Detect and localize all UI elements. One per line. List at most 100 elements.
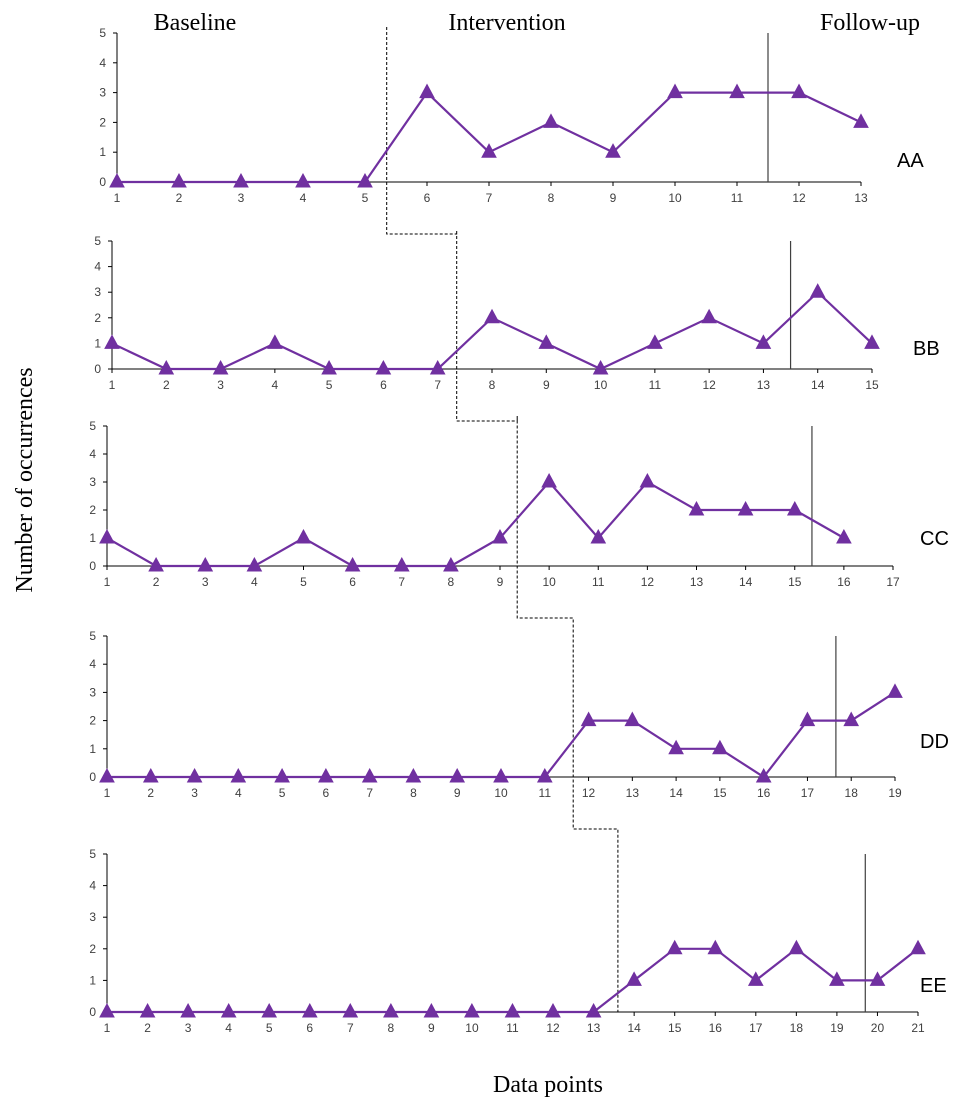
x-tick-label: 5	[326, 378, 333, 392]
y-tick-label: 0	[89, 770, 96, 784]
x-tick-label: 14	[811, 378, 825, 392]
x-tick-label: 17	[801, 786, 815, 800]
y-tick-label: 4	[94, 260, 101, 274]
y-tick-label: 4	[89, 447, 96, 461]
data-point-CC	[639, 472, 656, 488]
x-tick-label: 18	[790, 1021, 804, 1035]
y-tick-label: 2	[94, 311, 101, 325]
data-point-CC	[737, 500, 754, 516]
x-tick-label: 5	[266, 1021, 273, 1035]
data-point-CC	[99, 528, 115, 544]
y-tick-label: 1	[89, 531, 96, 545]
data-point-EE	[910, 939, 926, 955]
x-tick-label: 12	[546, 1021, 560, 1035]
y-tick-label: 2	[89, 714, 96, 728]
data-point-CC	[786, 500, 803, 516]
x-tick-label: 19	[888, 786, 902, 800]
x-tick-label: 15	[713, 786, 727, 800]
data-point-BB	[809, 283, 826, 298]
data-point-DD	[755, 767, 772, 783]
data-point-EE	[220, 1002, 237, 1018]
x-tick-label: 17	[886, 575, 900, 589]
x-tick-label: 11	[649, 378, 662, 392]
data-point-EE	[747, 971, 764, 986]
x-tick-label: 9	[428, 1021, 435, 1035]
x-tick-label: 8	[489, 378, 496, 392]
x-tick-label: 11	[592, 575, 605, 589]
x-tick-label: 3	[191, 786, 198, 800]
data-point-CC	[590, 528, 607, 544]
data-point-DD	[799, 711, 816, 727]
data-point-DD	[624, 711, 641, 727]
x-tick-label: 16	[837, 575, 851, 589]
data-point-CC	[344, 556, 361, 572]
x-tick-label: 16	[709, 1021, 723, 1035]
x-tick-label: 13	[854, 191, 868, 205]
x-tick-label: 15	[788, 575, 802, 589]
y-tick-label: 5	[89, 847, 96, 861]
x-tick-label: 6	[349, 575, 356, 589]
x-tick-label: 12	[641, 575, 655, 589]
x-tick-label: 10	[465, 1021, 479, 1035]
x-tick-label: 9	[454, 786, 461, 800]
x-tick-label: 11	[731, 191, 744, 205]
data-point-AA	[481, 143, 497, 158]
y-tick-label: 4	[99, 56, 106, 70]
data-point-EE	[788, 939, 805, 955]
data-point-BB	[158, 359, 175, 375]
x-tick-label: 6	[323, 786, 330, 800]
x-tick-label: 4	[225, 1021, 232, 1035]
data-point-AA	[109, 172, 125, 188]
data-point-DD	[142, 767, 159, 783]
data-point-EE	[626, 971, 642, 986]
y-tick-label: 1	[94, 336, 101, 350]
x-tick-label: 5	[279, 786, 286, 800]
x-tick-label: 13	[690, 575, 704, 589]
data-point-BB	[267, 334, 283, 349]
series-line-EE	[107, 947, 919, 1014]
y-axis-title: Number of occurrences	[12, 367, 38, 592]
x-tick-label: 7	[398, 575, 405, 589]
data-point-EE	[180, 1002, 196, 1018]
data-point-EE	[829, 971, 845, 986]
series-line-CC	[106, 480, 845, 568]
data-point-BB	[592, 359, 609, 375]
data-point-AA	[543, 113, 559, 128]
data-point-BB	[484, 308, 500, 324]
x-tick-label: 1	[114, 191, 121, 205]
phase-label-intervention: Intervention	[448, 10, 565, 36]
panel-label-DD: DD	[920, 731, 949, 753]
x-tick-label: 11	[506, 1021, 519, 1035]
x-tick-label: 4	[251, 575, 258, 589]
series-line-BB	[111, 290, 873, 371]
data-point-CC	[393, 556, 410, 572]
y-tick-label: 1	[99, 145, 106, 159]
data-point-CC	[295, 528, 312, 544]
data-point-DD	[668, 739, 684, 755]
x-tick-label: 14	[739, 575, 753, 589]
data-point-DD	[493, 767, 509, 783]
x-tick-label: 13	[626, 786, 640, 800]
y-tick-label: 5	[99, 26, 106, 40]
data-point-BB	[212, 359, 229, 375]
y-tick-label: 1	[89, 973, 96, 987]
y-tick-label: 1	[89, 742, 96, 756]
x-tick-label: 2	[163, 378, 170, 392]
x-tick-label: 1	[104, 1021, 111, 1035]
data-point-AA	[295, 172, 311, 188]
x-tick-label: 4	[235, 786, 242, 800]
y-tick-label: 3	[89, 685, 96, 699]
x-tick-label: 21	[911, 1021, 925, 1035]
y-tick-label: 0	[89, 1005, 96, 1019]
data-point-DD	[405, 767, 422, 783]
x-tick-label: 17	[749, 1021, 763, 1035]
x-tick-label: 8	[388, 1021, 395, 1035]
x-tick-label: 13	[587, 1021, 601, 1035]
x-tick-label: 11	[539, 786, 552, 800]
x-axis-title: Data points	[493, 1072, 603, 1098]
series-line-AA	[117, 90, 862, 184]
data-point-EE	[261, 1002, 278, 1018]
x-tick-label: 1	[109, 378, 116, 392]
data-point-DD	[274, 767, 290, 783]
